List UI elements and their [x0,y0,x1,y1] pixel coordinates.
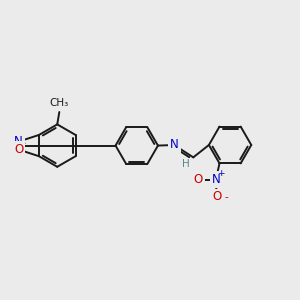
Text: O: O [194,173,203,186]
Text: +: + [218,169,225,178]
Text: N: N [212,173,220,186]
Text: H: H [182,159,190,169]
Text: CH₃: CH₃ [50,98,69,108]
Text: N: N [170,138,179,151]
Text: O: O [212,190,221,203]
Text: O: O [14,143,23,156]
Text: -: - [224,192,228,202]
Text: N: N [14,135,23,148]
